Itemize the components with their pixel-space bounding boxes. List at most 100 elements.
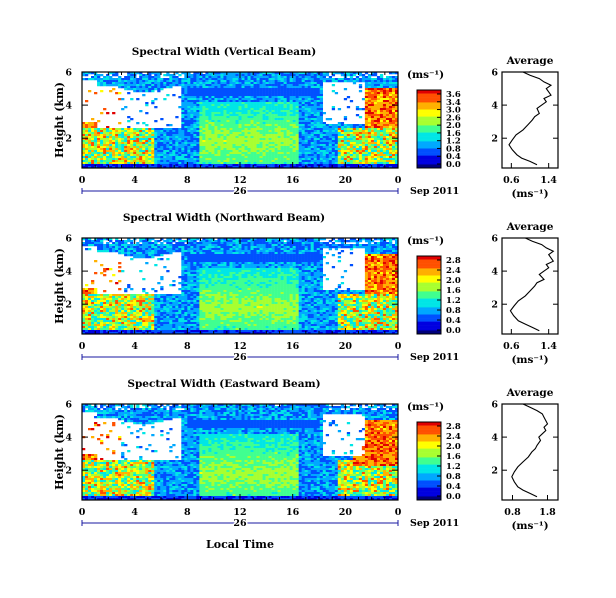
heatmap-cell <box>85 238 89 241</box>
heatmap-cell <box>373 160 378 163</box>
heatmap-cell <box>268 98 272 101</box>
heatmap-cell <box>370 98 375 101</box>
heatmap-cell <box>202 78 206 81</box>
heatmap-cell <box>199 130 203 133</box>
heatmap-cell <box>241 114 245 117</box>
heatmap-cell <box>136 256 140 259</box>
heatmap-cell <box>346 144 351 147</box>
heatmap-cell <box>190 146 194 149</box>
heatmap-cell <box>184 126 188 129</box>
heatmap-cell <box>145 156 149 159</box>
heatmap-cell <box>82 312 86 315</box>
heatmap-cell <box>385 124 390 127</box>
heatmap-cell <box>379 86 384 89</box>
heatmap-cell <box>196 88 200 91</box>
heatmap-cell <box>103 330 107 333</box>
heatmap-cell <box>133 312 137 315</box>
heatmap-cell <box>178 164 182 167</box>
heatmap-cell <box>253 72 257 75</box>
heatmap-cell <box>391 160 396 163</box>
heatmap-cell <box>289 78 293 81</box>
heatmap-cell <box>220 84 224 87</box>
heatmap-cell <box>298 134 302 137</box>
heatmap-cell <box>388 82 393 85</box>
heatmap-cell <box>124 250 128 253</box>
heatmap-cell <box>118 312 122 315</box>
heatmap-cell <box>214 150 218 153</box>
heatmap-cell <box>187 130 191 133</box>
heatmap-cell <box>130 326 134 329</box>
heatmap-cell <box>295 96 299 99</box>
heatmap-cell <box>286 162 290 165</box>
heatmap-cell <box>301 106 305 109</box>
heatmap-cell <box>91 146 95 149</box>
heatmap-cell <box>214 130 218 133</box>
heatmap-cell <box>220 160 224 163</box>
heatmap-cell <box>103 84 107 87</box>
heatmap-cell <box>139 130 143 133</box>
heatmap-cell <box>268 78 272 81</box>
heatmap-cell <box>127 308 131 311</box>
heatmap-cell <box>88 292 92 295</box>
heatmap-cell <box>166 140 170 143</box>
heatmap-cell <box>187 106 191 109</box>
heatmap-cell <box>304 100 308 103</box>
heatmap-cell <box>313 142 317 145</box>
heatmap-cell <box>253 112 257 115</box>
heatmap-cell <box>229 148 233 151</box>
heatmap-cell <box>187 150 191 153</box>
heatmap-cell <box>244 90 248 93</box>
heatmap-cell <box>316 140 320 143</box>
heatmap-cell <box>241 154 245 157</box>
heatmap-cell <box>274 134 278 137</box>
heatmap-cell <box>193 126 197 129</box>
heatmap-cell <box>325 72 330 75</box>
heatmap-cell <box>334 150 339 153</box>
heatmap-cell <box>298 78 302 81</box>
heatmap-cell <box>214 124 218 127</box>
heatmap-cell <box>199 158 203 161</box>
heatmap-cell <box>190 124 194 127</box>
heatmap-cell <box>184 144 188 147</box>
heatmap-cell <box>319 112 324 115</box>
heatmap-cell <box>196 128 200 131</box>
heatmap-cell <box>322 134 327 137</box>
heatmap-cell <box>256 78 260 81</box>
heatmap-cell <box>364 100 369 103</box>
heatmap-cell <box>130 314 134 317</box>
heatmap-cell <box>193 122 197 125</box>
heatmap-cell <box>316 74 320 77</box>
heatmap-cell <box>205 90 209 93</box>
heatmap-cell <box>271 86 275 89</box>
heatmap-cell <box>301 162 305 165</box>
heatmap-cell <box>151 296 155 299</box>
heatmap-cell <box>82 136 86 139</box>
heatmap-cell <box>331 80 336 83</box>
heatmap-cell <box>376 160 381 163</box>
heatmap-cell <box>289 108 293 111</box>
heatmap-cell <box>232 96 236 99</box>
heatmap-cell <box>367 94 372 97</box>
heatmap-cell <box>262 90 266 93</box>
heatmap-cell <box>364 134 369 137</box>
heatmap-cell <box>94 290 98 293</box>
heatmap-cell <box>370 166 375 169</box>
heatmap-cell <box>184 134 188 137</box>
heatmap-cell <box>118 330 122 333</box>
heatmap-cell <box>394 72 399 75</box>
heatmap-cell <box>151 102 155 105</box>
heatmap-cell <box>280 160 284 163</box>
heatmap-cell <box>97 312 101 315</box>
heatmap-cell <box>223 152 227 155</box>
heatmap-cell <box>133 156 137 159</box>
heatmap-cell <box>82 288 86 291</box>
heatmap-cell <box>163 144 167 147</box>
heatmap-cell <box>223 100 227 103</box>
heatmap-cell <box>106 310 110 313</box>
heatmap-cell <box>307 90 311 93</box>
heatmap-cell <box>322 74 327 77</box>
heatmap-cell <box>277 74 281 77</box>
heatmap-cell <box>256 108 260 111</box>
heatmap-cell <box>199 110 203 113</box>
heatmap-cell <box>358 90 363 93</box>
